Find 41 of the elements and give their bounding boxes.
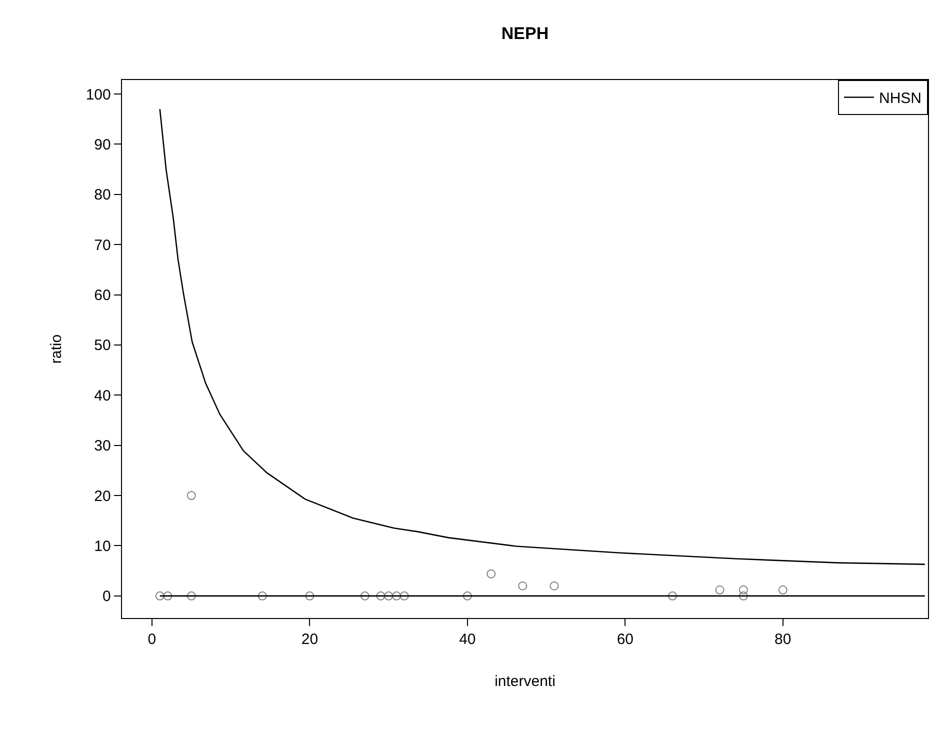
point	[550, 581, 559, 590]
point	[186, 491, 196, 500]
point	[155, 591, 164, 600]
point	[376, 591, 386, 600]
x-tick-label: 60	[616, 631, 634, 648]
point	[486, 569, 496, 578]
point	[715, 585, 724, 594]
point	[258, 591, 267, 600]
point	[738, 585, 748, 594]
y-tick-label: 0	[102, 588, 111, 606]
point	[186, 591, 196, 600]
line-series	[159, 108, 926, 565]
y-tick-label: 20	[94, 488, 111, 505]
y-axis-title: ratio	[48, 334, 66, 364]
y-tick-label: 70	[94, 236, 111, 254]
point	[392, 591, 401, 600]
x-axis-title: interventi	[494, 673, 556, 690]
point	[384, 591, 394, 600]
point	[163, 591, 172, 600]
y-tick-label: 100	[86, 86, 111, 104]
y-tick-label: 10	[94, 538, 111, 555]
point	[738, 591, 748, 600]
point	[518, 581, 528, 590]
x-tick-label: 80	[774, 631, 792, 648]
x-tick-label: 20	[301, 631, 318, 648]
x-tick-label: 0	[148, 631, 156, 648]
y-tick-label: 80	[94, 186, 111, 204]
y-tick-label: 60	[94, 287, 111, 304]
point	[360, 591, 370, 600]
y-tick-label: 50	[94, 337, 111, 354]
point	[400, 591, 409, 600]
x-tick-label: 40	[459, 631, 476, 648]
legend-label: NHSN	[879, 90, 922, 108]
point	[462, 591, 472, 600]
chart-title: NEPH	[501, 24, 549, 43]
point	[778, 585, 788, 594]
y-tick-label: 40	[94, 387, 111, 404]
point	[305, 591, 314, 600]
y-tick-label: 90	[94, 136, 111, 154]
y-tick-label: 30	[94, 438, 111, 455]
point	[668, 591, 677, 600]
